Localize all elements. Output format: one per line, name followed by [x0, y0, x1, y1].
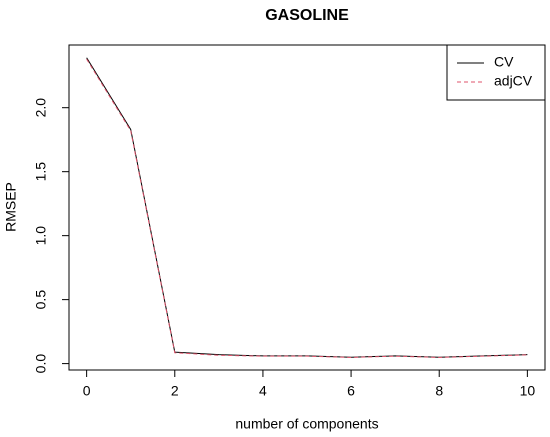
x-tick-label: 8: [435, 383, 443, 399]
x-tick-label: 0: [83, 383, 91, 399]
x-tick-label: 10: [520, 383, 536, 399]
x-tick-label: 6: [347, 383, 355, 399]
legend-box: [446, 44, 546, 101]
y-tick-label: 0.0: [33, 354, 49, 374]
y-tick-label: 1.0: [33, 226, 49, 246]
plot-frame: [68, 44, 546, 371]
x-tick-label: 4: [259, 383, 267, 399]
legend-label: CV: [494, 54, 514, 70]
data-line: [86, 58, 528, 358]
legend-label: adjCV: [494, 73, 533, 89]
x-axis-label: number of components: [235, 416, 378, 432]
y-axis-label: RMSEP: [3, 182, 19, 232]
data-line: [86, 57, 528, 358]
y-tick-label: 2.0: [33, 98, 49, 118]
chart-title: GASOLINE: [265, 7, 349, 24]
y-tick-label: 0.5: [33, 290, 49, 310]
x-tick-label: 2: [171, 383, 179, 399]
y-tick-label: 1.5: [33, 162, 49, 182]
